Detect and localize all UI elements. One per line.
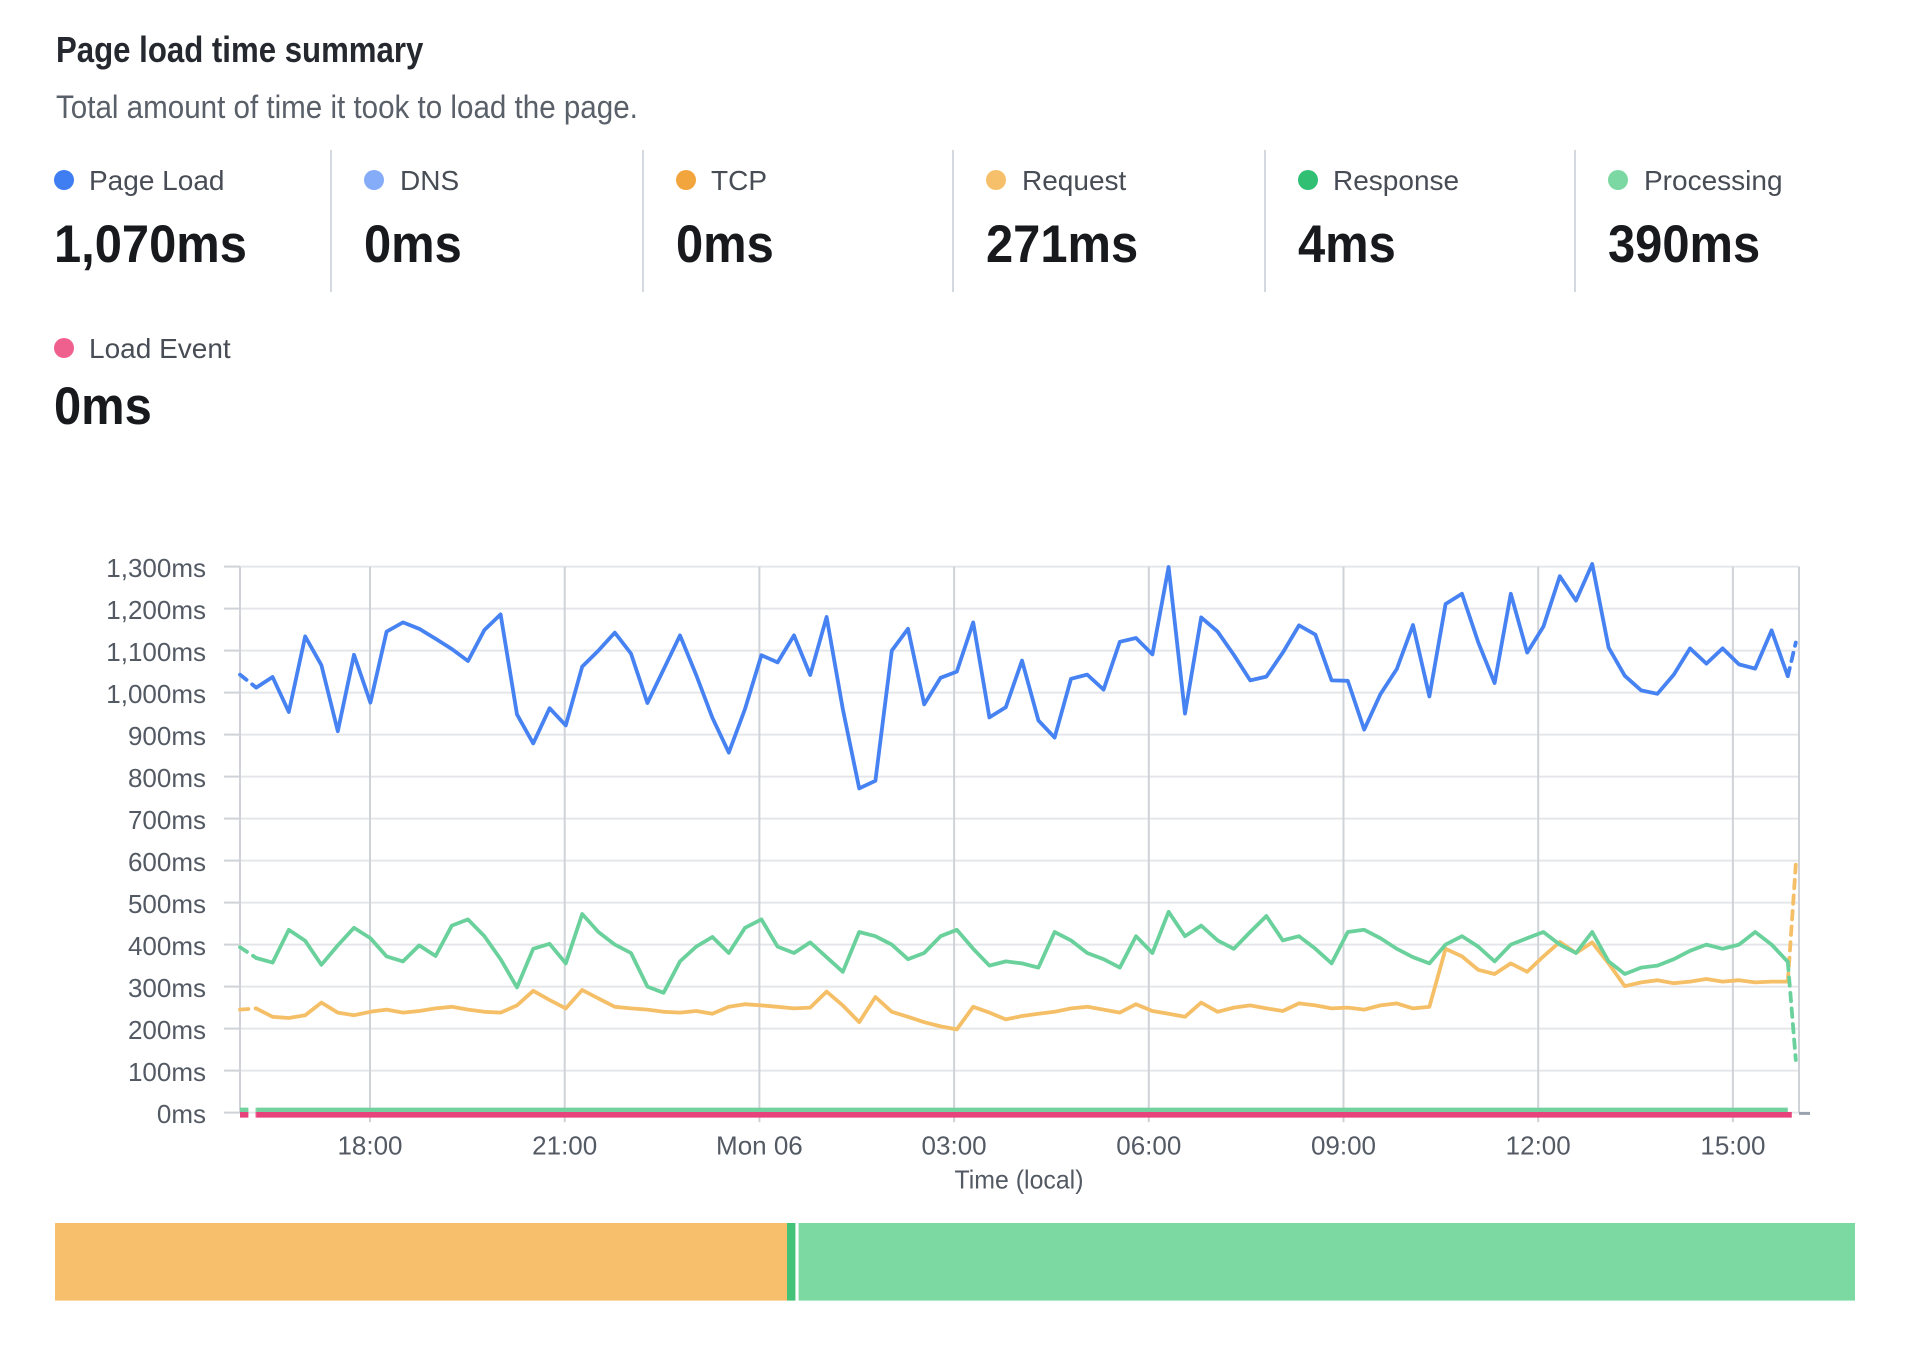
- svg-text:Mon 06: Mon 06: [716, 1131, 803, 1161]
- svg-text:1,100ms: 1,100ms: [106, 637, 206, 667]
- svg-text:1,200ms: 1,200ms: [106, 595, 206, 625]
- svg-text:800ms: 800ms: [128, 763, 206, 793]
- svg-text:18:00: 18:00: [337, 1131, 402, 1161]
- svg-text:03:00: 03:00: [922, 1131, 987, 1161]
- svg-text:400ms: 400ms: [128, 931, 206, 961]
- svg-text:06:00: 06:00: [1116, 1131, 1181, 1161]
- svg-text:600ms: 600ms: [128, 847, 206, 877]
- svg-text:15:00: 15:00: [1700, 1131, 1765, 1161]
- svg-text:700ms: 700ms: [128, 805, 206, 835]
- svg-text:200ms: 200ms: [128, 1015, 206, 1045]
- svg-text:500ms: 500ms: [128, 889, 206, 919]
- svg-text:21:00: 21:00: [532, 1131, 597, 1161]
- svg-text:1,300ms: 1,300ms: [106, 553, 206, 583]
- svg-text:12:00: 12:00: [1506, 1131, 1571, 1161]
- svg-text:100ms: 100ms: [128, 1057, 206, 1087]
- svg-text:300ms: 300ms: [128, 973, 206, 1003]
- svg-text:09:00: 09:00: [1311, 1131, 1376, 1161]
- svg-text:900ms: 900ms: [128, 721, 206, 751]
- svg-text:Time (local): Time (local): [955, 1165, 1084, 1195]
- svg-text:0ms: 0ms: [157, 1099, 206, 1129]
- svg-text:1,000ms: 1,000ms: [106, 679, 206, 709]
